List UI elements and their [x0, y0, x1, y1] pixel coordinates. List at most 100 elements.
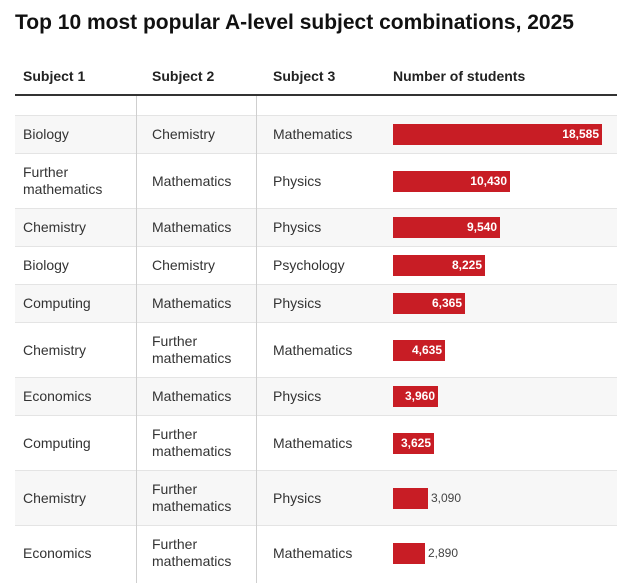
- table-row: Biology Chemistry Psychology 8,225: [15, 246, 617, 284]
- table-row: Economics Further mathematics Mathematics 2…: [15, 525, 617, 580]
- subject-2-cell-text: Further mathematics: [152, 333, 232, 366]
- bar-value-label: 3,625: [400, 435, 431, 450]
- subject-2-cell: Chemistry: [152, 116, 264, 153]
- header-divider: [15, 94, 617, 96]
- subject-1-cell: Economics: [23, 526, 135, 580]
- subject-2-cell: Further mathematics: [152, 323, 264, 377]
- subject-3-cell: Mathematics: [273, 116, 388, 153]
- header-number-of-students[interactable]: Number of students: [393, 68, 526, 84]
- subject-2-cell-text: Mathematics: [152, 295, 232, 311]
- bar-value-label: 18,585: [562, 127, 599, 141]
- bar-9: [393, 542, 425, 564]
- students-cell: 6,365: [393, 285, 617, 322]
- students-cell: 9,540: [393, 209, 617, 246]
- subject-2-cell: Further mathematics: [152, 416, 264, 470]
- subject-1-cell: Further mathematics: [23, 154, 135, 208]
- subject-2-cell: Mathematics: [152, 285, 264, 322]
- subject-1-cell-text: Economics: [23, 388, 92, 404]
- bar-value-label: 4,635: [411, 342, 442, 357]
- subject-3-cell: Physics: [273, 209, 388, 246]
- subject-2-cell-text: Chemistry: [152, 126, 216, 142]
- subject-3-cell-text: Physics: [273, 172, 322, 189]
- subject-2-cell-text: Further mathematics: [152, 426, 232, 459]
- chart-title: Top 10 most popular A-level subject comb…: [15, 11, 574, 34]
- subject-2-cell-text: Mathematics: [152, 388, 232, 404]
- subject-3-cell-text: Physics: [273, 388, 322, 404]
- subject-3-cell: Physics: [273, 154, 388, 208]
- subject-3-cell: Mathematics: [273, 416, 388, 470]
- subject-2-cell: Mathematics: [152, 378, 264, 415]
- table-row: Computing Mathematics Physics 6,365: [15, 284, 617, 322]
- subject-1-cell: Computing: [23, 285, 135, 322]
- students-cell: 8,225: [393, 247, 617, 284]
- table-row: Chemistry Further mathematics Physics 3,090: [15, 470, 617, 525]
- bar-1: [393, 170, 510, 192]
- subject-3-cell-text: Mathematics: [273, 341, 353, 358]
- column-divider-1: [136, 96, 137, 583]
- bar-7: [393, 432, 434, 454]
- subject-3-cell-text: Physics: [273, 489, 322, 506]
- table-row: Chemistry Mathematics Physics 9,540: [15, 208, 617, 246]
- students-cell: 3,625: [393, 416, 617, 470]
- subject-1-cell: Chemistry: [23, 209, 135, 246]
- bar-3: [393, 255, 485, 276]
- bar-5: [393, 339, 445, 361]
- students-cell: 18,585: [393, 116, 617, 153]
- bar-6: [393, 386, 438, 407]
- subject-2-cell-text: Chemistry: [152, 257, 216, 273]
- subject-1-cell-text: Computing: [23, 434, 91, 451]
- bar-0: [393, 124, 602, 145]
- column-divider-2: [256, 96, 257, 583]
- students-cell: 10,430: [393, 154, 617, 208]
- subject-1-cell: Computing: [23, 416, 135, 470]
- subject-1-cell-text: Computing: [23, 295, 91, 311]
- bar-2: [393, 217, 500, 238]
- bar-4: [393, 293, 465, 314]
- subject-1-cell-text: Chemistry: [23, 341, 87, 358]
- bar-value-label: 9,540: [466, 220, 497, 234]
- header-subject-1[interactable]: Subject 1: [23, 68, 86, 84]
- subject-1-cell: Chemistry: [23, 471, 135, 525]
- subject-2-cell-text: Further mathematics: [152, 536, 232, 569]
- header-subject-2[interactable]: Subject 2: [152, 68, 215, 84]
- subject-1-cell-text: Biology: [23, 257, 69, 273]
- table-row: Chemistry Further mathematics Mathematics 4…: [15, 322, 617, 377]
- subject-1-cell-text: Economics: [23, 544, 92, 561]
- subject-2-cell: Further mathematics: [152, 526, 264, 580]
- header-subject-3[interactable]: Subject 3: [273, 68, 336, 84]
- table-header: Subject 1 Subject 2 Subject 3 Number of …: [0, 58, 617, 94]
- subject-3-cell: Psychology: [273, 247, 388, 284]
- subject-2-cell-text: Mathematics: [152, 219, 232, 235]
- subject-2-cell: Mathematics: [152, 154, 264, 208]
- subject-1-cell: Chemistry: [23, 323, 135, 377]
- subject-3-cell-text: Mathematics: [273, 434, 353, 451]
- table-row: Economics Mathematics Physics 3,960: [15, 377, 617, 415]
- subject-3-cell-text: Physics: [273, 219, 322, 235]
- subject-1-cell-text: Biology: [23, 126, 69, 142]
- bar-value-label: 10,430: [470, 173, 507, 188]
- bar-value-label: 6,365: [431, 296, 462, 310]
- subject-3-cell: Mathematics: [273, 526, 388, 580]
- subject-3-cell-text: Physics: [273, 295, 322, 311]
- subject-1-cell: Biology: [23, 247, 135, 284]
- subject-2-cell: Mathematics: [152, 209, 264, 246]
- subject-1-cell-text: Further mathematics: [23, 164, 103, 197]
- students-cell: 3,960: [393, 378, 617, 415]
- table-row: Computing Further mathematics Mathematics 3…: [15, 415, 617, 470]
- bar-8: [393, 487, 428, 509]
- students-cell: 2,890: [393, 526, 617, 580]
- students-cell: 4,635: [393, 323, 617, 377]
- subject-3-cell-text: Mathematics: [273, 544, 353, 561]
- subject-1-cell-text: Chemistry: [23, 219, 87, 235]
- subject-2-cell: Chemistry: [152, 247, 264, 284]
- students-cell: 3,090: [393, 471, 617, 525]
- subject-3-cell-text: Mathematics: [273, 126, 353, 142]
- subject-1-cell: Biology: [23, 116, 135, 153]
- subject-3-cell: Physics: [273, 471, 388, 525]
- subject-1-cell: Economics: [23, 378, 135, 415]
- subject-3-cell: Mathematics: [273, 323, 388, 377]
- bar-value-label: 3,090: [431, 490, 462, 505]
- subject-1-cell-text: Chemistry: [23, 489, 87, 506]
- subject-3-cell-text: Psychology: [273, 257, 345, 273]
- subject-3-cell: Physics: [273, 285, 388, 322]
